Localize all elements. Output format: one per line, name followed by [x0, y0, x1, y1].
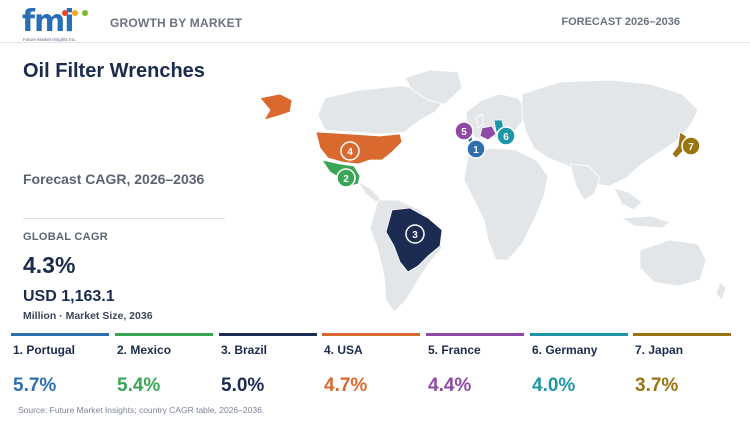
land-indonesia — [620, 215, 671, 229]
logo-dot-icon — [82, 10, 88, 16]
svg-text:2: 2 — [343, 174, 349, 185]
svg-text:6: 6 — [503, 132, 509, 143]
svg-text:7: 7 — [688, 142, 694, 153]
country-name: 7. Japan — [635, 343, 684, 357]
card-color-bar — [219, 333, 317, 336]
land-india — [569, 163, 601, 201]
country-card-brazil[interactable]: 3. Brazil 5.0% — [219, 333, 317, 403]
card-color-bar — [426, 333, 524, 336]
country-cagr-strip: 1. Portugal 5.7% 2. Mexico 5.4% 3. Brazi… — [11, 333, 737, 403]
country-name: 1. Portugal — [13, 343, 76, 357]
market-size-note: Million · Market Size, 2036 — [23, 310, 153, 322]
country-name: 2. Mexico — [117, 343, 172, 357]
marker-france[interactable]: 5 — [454, 121, 474, 141]
country-card-japan[interactable]: 7. Japan 3.7% — [633, 333, 731, 403]
logo-subtext: Future Market Insights Inc. — [23, 37, 77, 42]
land-greenland — [404, 69, 463, 105]
land-asia — [521, 79, 699, 187]
card-color-bar — [11, 333, 109, 336]
card-color-bar — [530, 333, 628, 336]
land-central-america — [356, 180, 383, 203]
country-card-portugal[interactable]: 1. Portugal 5.7% — [11, 333, 109, 403]
forecast-period-label: FORECAST 2026–2036 — [561, 16, 680, 28]
country-card-usa[interactable]: 4. USA 4.7% — [322, 333, 420, 403]
source-note: Source: Future Market Insights; country … — [18, 405, 265, 415]
logo-dot-icon — [72, 10, 78, 16]
card-color-bar — [633, 333, 731, 336]
land-new-zealand — [715, 281, 727, 301]
marker-mexico[interactable]: 2 — [336, 168, 356, 188]
world-map: 4 2 3 1 5 6 7 — [259, 69, 727, 313]
country-japan — [671, 131, 687, 159]
logo-dot-icon — [62, 10, 68, 16]
land-se-asia — [613, 187, 643, 211]
marker-usa[interactable]: 4 — [340, 141, 360, 161]
land-canada — [317, 85, 446, 135]
country-card-germany[interactable]: 6. Germany 4.0% — [530, 333, 628, 403]
land-europe — [465, 93, 527, 141]
marker-germany[interactable]: 6 — [496, 126, 516, 146]
section-label: GROWTH BY MARKET — [110, 16, 243, 30]
global-cagr-value: 4.3% — [23, 252, 76, 278]
svg-text:1: 1 — [473, 145, 479, 156]
market-size-value: USD 1,163.1 — [23, 288, 115, 305]
country-cagr-value: 4.0% — [532, 375, 576, 396]
country-cagr-value: 4.4% — [428, 375, 472, 396]
marker-portugal[interactable]: 1 — [466, 139, 486, 159]
card-color-bar — [115, 333, 213, 336]
country-cagr-value: 5.0% — [221, 375, 265, 396]
marker-japan[interactable]: 7 — [681, 136, 701, 156]
divider — [23, 218, 225, 219]
country-name: 3. Brazil — [221, 343, 268, 357]
country-card-france[interactable]: 5. France 4.4% — [426, 333, 524, 403]
country-name: 5. France — [428, 343, 481, 357]
marker-brazil[interactable]: 3 — [405, 224, 425, 244]
svg-text:4: 4 — [347, 147, 353, 158]
fmi-logo[interactable]: fmi Future Market Insights Inc. — [22, 7, 94, 44]
header-bar: fmi Future Market Insights Inc. GROWTH B… — [0, 0, 750, 43]
country-cagr-value: 3.7% — [635, 375, 679, 396]
country-name: 6. Germany — [532, 343, 598, 357]
svg-text:5: 5 — [461, 127, 467, 138]
country-name: 4. USA — [324, 343, 363, 357]
country-card-mexico[interactable]: 2. Mexico 5.4% — [115, 333, 213, 403]
card-color-bar — [322, 333, 420, 336]
forecast-subtitle: Forecast CAGR, 2026–2036 — [23, 171, 205, 187]
land-uk — [475, 113, 485, 129]
country-cagr-value: 4.7% — [324, 375, 368, 396]
global-cagr-label: GLOBAL CAGR — [23, 231, 108, 243]
svg-text:3: 3 — [412, 230, 418, 241]
land-australia — [639, 239, 707, 287]
country-france — [479, 125, 497, 141]
country-cagr-value: 5.7% — [13, 375, 57, 396]
land-africa — [463, 147, 549, 261]
country-cagr-value: 5.4% — [117, 375, 161, 396]
country-alaska — [259, 93, 293, 121]
page-title: Oil Filter Wrenches — [23, 60, 205, 82]
